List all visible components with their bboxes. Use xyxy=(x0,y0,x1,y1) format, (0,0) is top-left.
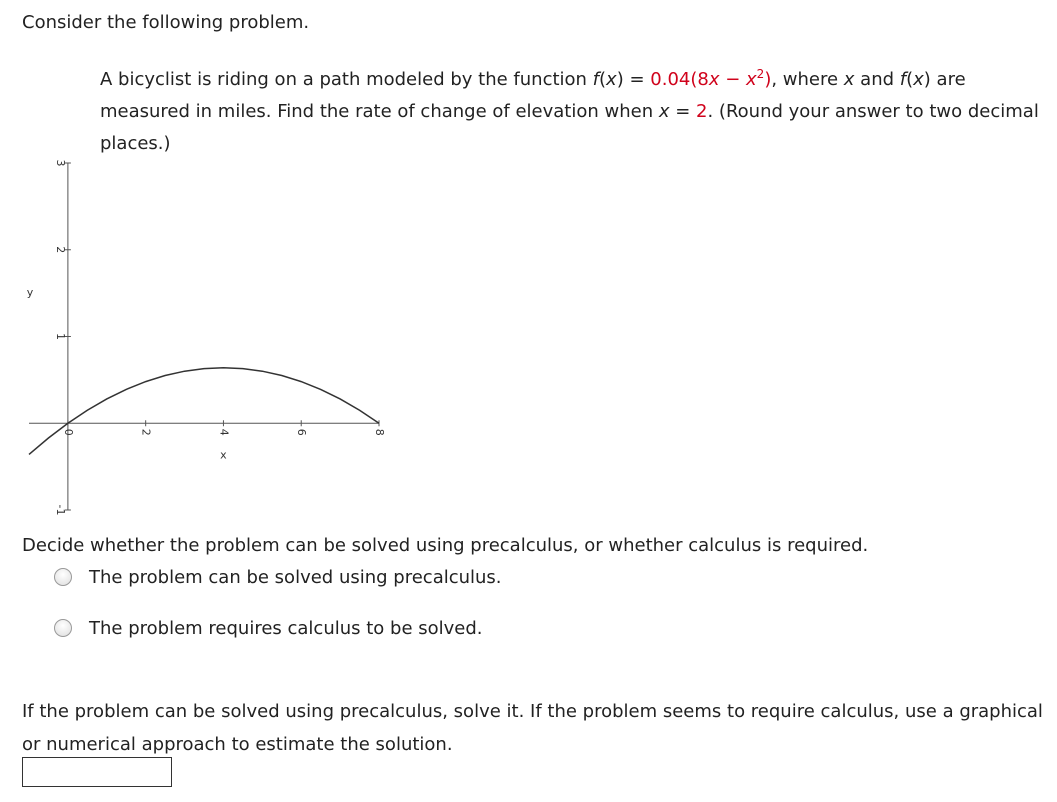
text: . (Round your answer to two decimal plac… xyxy=(100,101,1039,154)
y-tick-label: 3 xyxy=(54,160,67,167)
text: f xyxy=(899,69,907,90)
text: f xyxy=(592,69,600,90)
text: x xyxy=(843,69,855,90)
y-tick-label: -1 xyxy=(54,505,67,516)
text: ) xyxy=(923,69,931,90)
x-tick-label: 4 xyxy=(217,429,230,436)
curve xyxy=(28,366,380,456)
y-tick-label: 1 xyxy=(54,333,67,340)
text: and xyxy=(854,69,900,90)
radio[interactable] xyxy=(54,568,72,586)
text: x xyxy=(658,101,670,122)
text: − xyxy=(719,69,747,90)
option[interactable]: The problem requires calculus to be solv… xyxy=(89,618,483,639)
text: , where xyxy=(771,69,844,90)
text: 2 xyxy=(756,67,765,81)
y-axis-label: y xyxy=(27,286,34,299)
question: Decide whether the problem can be solved… xyxy=(22,535,869,556)
answer-input[interactable] xyxy=(22,757,172,787)
text: A bicyclist is riding on a path modeled … xyxy=(100,69,593,90)
instruction: If the problem can be solved using preca… xyxy=(22,701,1043,755)
text: 2 xyxy=(696,101,708,122)
text: 0.04(8 xyxy=(650,69,709,90)
text: ) = xyxy=(616,69,651,90)
text: x xyxy=(746,69,757,90)
intro: Consider the following problem. xyxy=(22,12,310,33)
x-tick-label: 8 xyxy=(373,429,386,436)
x-tick-label: 0 xyxy=(62,429,75,436)
option[interactable]: The problem can be solved using precalcu… xyxy=(89,567,502,588)
x-tick-label: 6 xyxy=(295,429,308,436)
text: are measured in miles. Find the rate of … xyxy=(100,69,966,122)
graph: 0 2 4 6 8 -1 1 2 3 x y xyxy=(27,160,386,516)
text: x xyxy=(708,69,720,90)
x-tick-label: 2 xyxy=(140,429,153,436)
radio[interactable] xyxy=(54,619,72,637)
text: ( xyxy=(906,69,914,90)
text: x xyxy=(913,69,924,90)
x-axis-label: x xyxy=(220,448,227,461)
problem: A bicyclist is riding on a path modeled … xyxy=(100,58,1045,160)
text: x xyxy=(606,69,617,90)
text: ( xyxy=(599,69,607,90)
text: ) xyxy=(764,69,772,90)
y-tick-label: 2 xyxy=(54,246,67,253)
text: = xyxy=(669,101,697,122)
